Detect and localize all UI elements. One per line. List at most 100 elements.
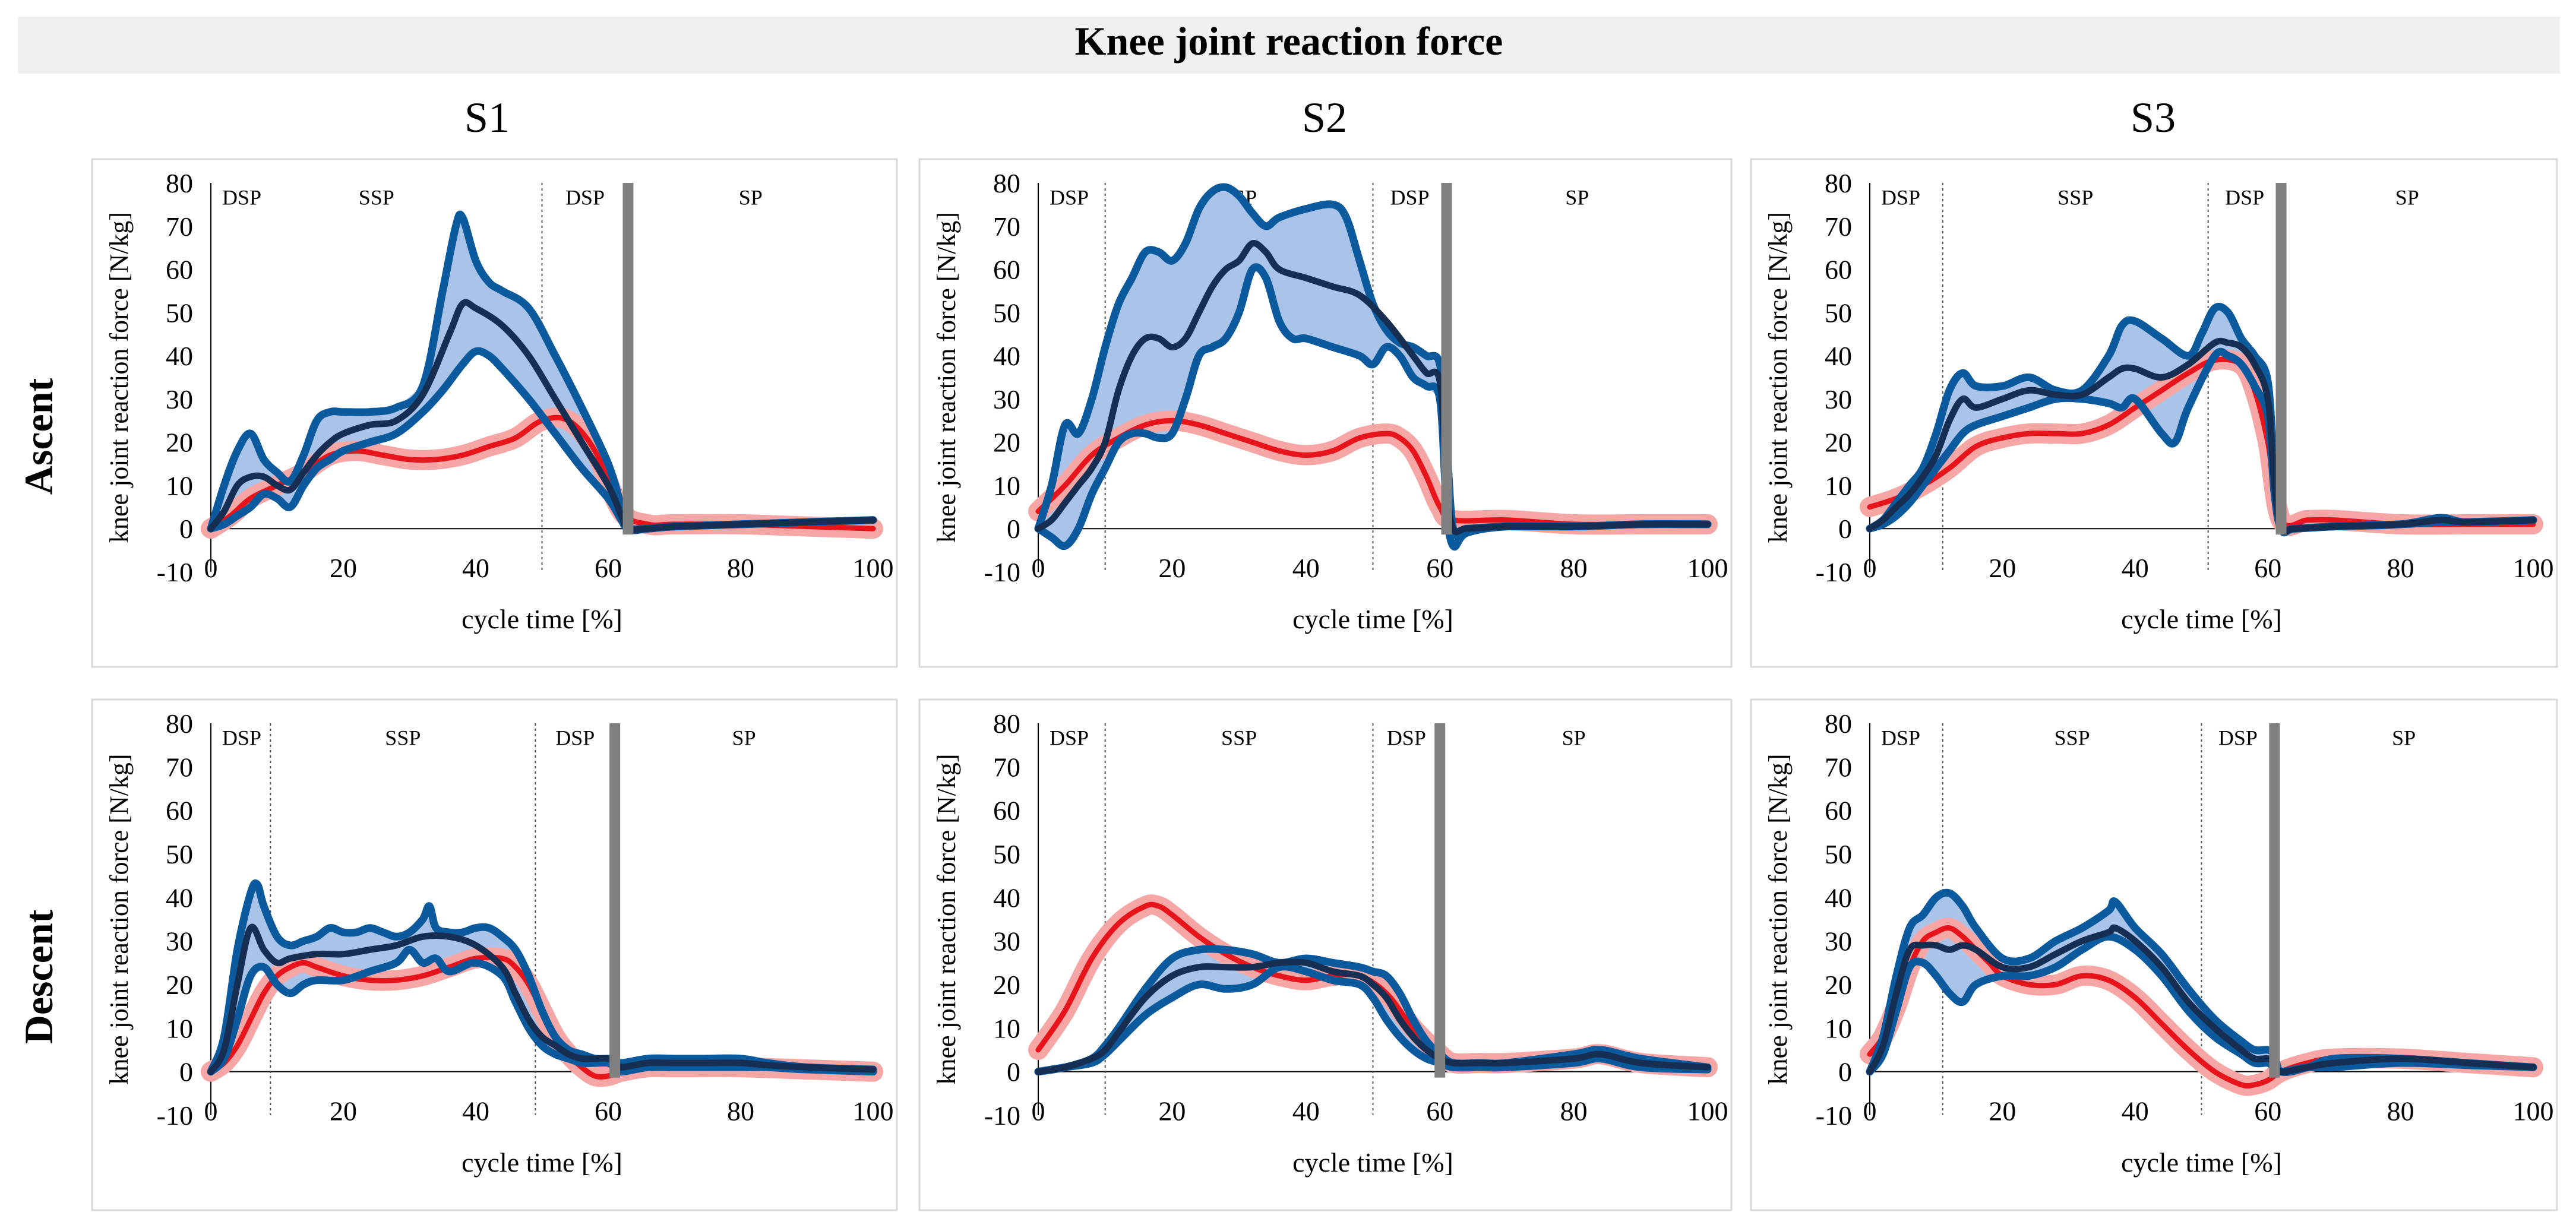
measured-mean-line (207, 299, 877, 533)
y-tick-label: -10 (984, 557, 1020, 587)
y-tick-label: -10 (1816, 557, 1852, 587)
x-tick-label: 60 (1426, 553, 1453, 583)
x-tick-label: 40 (462, 553, 489, 583)
model-mean-line (1035, 417, 1711, 527)
y-tick-label: 50 (166, 298, 193, 328)
y-tick-label: 40 (993, 882, 1020, 913)
swing-divider (2269, 723, 2280, 1078)
x-tick-label: 100 (2513, 553, 2554, 583)
phase-label-sp: SP (2395, 185, 2419, 209)
y-tick-label: 50 (993, 298, 1020, 328)
measured-lower-line (1034, 963, 1712, 1076)
x-tick-label: 100 (1687, 553, 1728, 583)
y-tick-label: 60 (993, 796, 1020, 826)
phase-label-ssp: SSP (359, 185, 394, 209)
phase-label-ssp: SSP (2055, 726, 2090, 750)
y-axis-label: knee joint reaction force [N/kg] (1763, 754, 1793, 1084)
phase-label-dsp: DSP (1390, 185, 1429, 209)
x-tick-label: 60 (595, 1096, 622, 1126)
measured-upper-line (207, 879, 877, 1076)
y-tick-label: 40 (993, 341, 1020, 371)
x-tick-label: 80 (2387, 1096, 2414, 1126)
x-axis-label: cycle time [%] (462, 604, 622, 634)
x-tick-label: 60 (1426, 1096, 1453, 1126)
y-axis-label: knee joint reaction force [N/kg] (105, 212, 134, 543)
column-label-s1: S1 (464, 94, 510, 141)
x-tick-label: 20 (330, 553, 357, 583)
y-tick-label: 80 (1825, 168, 1852, 198)
phase-label-dsp: DSP (1881, 726, 1920, 750)
phase-label-ssp: SSP (2057, 185, 2093, 209)
measured-mean-line (1035, 240, 1711, 536)
y-tick-label: 60 (1825, 796, 1852, 826)
x-tick-label: 40 (2122, 553, 2149, 583)
chart-frame (91, 158, 898, 668)
y-axis-label: knee joint reaction force [N/kg] (1763, 212, 1793, 543)
x-tick-label: 80 (1560, 1096, 1588, 1126)
x-tick-label: 80 (2387, 553, 2414, 583)
phase-label-sp: SP (732, 726, 756, 750)
swing-divider (609, 723, 621, 1078)
x-tick-label: 80 (727, 1096, 754, 1126)
swing-divider (1434, 723, 1446, 1078)
measured-mean-line (1866, 924, 2537, 1075)
x-tick-label: 100 (2513, 1096, 2554, 1126)
phase-label-dsp: DSP (555, 726, 595, 750)
charts: -10 0 10 20 30 40 50 60 70 80 0 20 40 60 80 100 cycle ti… (91, 158, 2558, 1211)
y-tick-label: 20 (1825, 970, 1852, 1000)
phase-label-dsp: DSP (222, 185, 261, 209)
x-tick-label: 40 (462, 1096, 489, 1126)
y-tick-label: 40 (1825, 341, 1852, 371)
x-tick-label: 60 (2254, 1096, 2281, 1126)
y-tick-label: -10 (1816, 1100, 1852, 1131)
y-tick-label: 60 (993, 255, 1020, 285)
y-tick-label: 30 (1825, 926, 1852, 957)
x-tick-label: 20 (1158, 553, 1186, 583)
measured-band (1870, 894, 2533, 1072)
x-axis-label: cycle time [%] (2121, 1147, 2282, 1178)
x-tick-label: 20 (1158, 1096, 1186, 1126)
y-tick-label: 80 (993, 168, 1020, 198)
y-tick-label: 40 (1825, 882, 1852, 913)
x-axis-label: cycle time [%] (462, 1147, 622, 1178)
phase-label-dsp: DSP (2225, 185, 2264, 209)
y-tick-label: -10 (984, 1100, 1020, 1131)
x-tick-label: 80 (727, 553, 754, 583)
y-tick-label: 50 (166, 839, 193, 869)
y-tick-label: 20 (993, 428, 1020, 458)
phase-label-dsp: DSP (2218, 726, 2258, 750)
y-tick-label: 30 (1825, 384, 1852, 414)
y-tick-label: 20 (166, 970, 193, 1000)
column-label-s2: S2 (1302, 94, 1347, 141)
phase-label-dsp: DSP (1387, 726, 1426, 750)
y-tick-label: 80 (1825, 708, 1852, 739)
y-tick-label: 80 (166, 708, 193, 739)
y-tick-label: 50 (1825, 839, 1852, 869)
x-axis-label: cycle time [%] (1292, 604, 1453, 634)
measured-band (1038, 188, 1708, 545)
y-tick-label: 60 (166, 255, 193, 285)
y-tick-label: 0 (1007, 514, 1020, 544)
x-tick-label: 40 (1292, 553, 1320, 583)
y-tick-label: 40 (166, 341, 193, 371)
measured-mean-line (1866, 337, 2537, 536)
x-tick-label: 100 (853, 553, 894, 583)
phase-label-sp: SP (1565, 185, 1589, 209)
x-tick-label: 100 (853, 1096, 894, 1126)
x-tick-label: 40 (1292, 1096, 1320, 1126)
y-tick-label: 30 (993, 926, 1020, 957)
x-tick-label: 20 (1989, 1096, 2016, 1126)
x-axis-label: cycle time [%] (1292, 1147, 1453, 1178)
y-tick-label: 10 (993, 1013, 1020, 1043)
y-tick-label: 0 (179, 1057, 193, 1087)
phase-label-sp: SP (2392, 726, 2416, 750)
y-tick-label: 70 (1825, 211, 1852, 242)
y-tick-label: 60 (1825, 255, 1852, 285)
phase-label-dsp: DSP (1050, 726, 1089, 750)
figure-title: Knee joint reaction force (1075, 18, 1503, 64)
y-axis-label: knee joint reaction force [N/kg] (932, 754, 961, 1084)
swing-divider (1441, 183, 1452, 535)
